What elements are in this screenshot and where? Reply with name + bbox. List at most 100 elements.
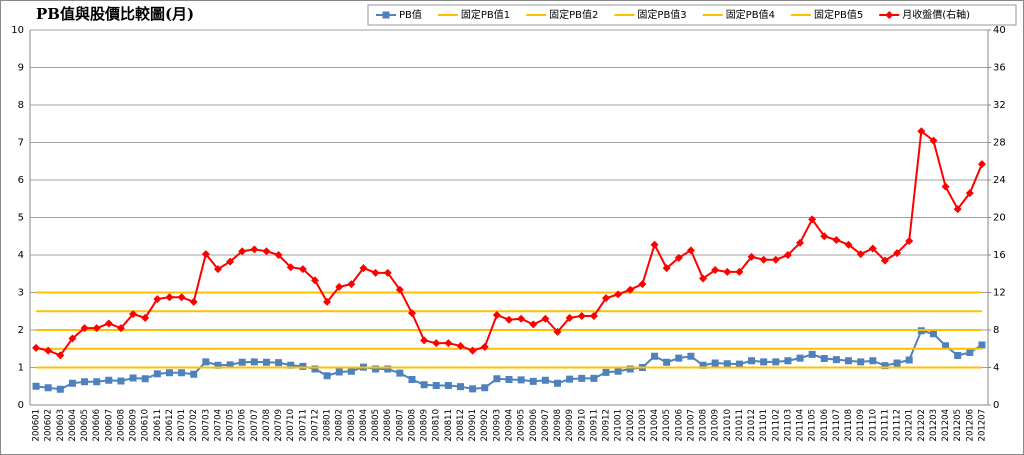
y2-tick-label: 28 bbox=[993, 138, 1006, 149]
marker bbox=[481, 384, 489, 392]
marker bbox=[92, 324, 101, 333]
marker bbox=[444, 339, 453, 348]
marker bbox=[395, 285, 404, 294]
marker bbox=[735, 360, 743, 368]
marker bbox=[614, 367, 622, 375]
marker bbox=[310, 276, 319, 285]
x-tick-label: 200604 bbox=[68, 409, 78, 441]
x-tick-label: 201004 bbox=[650, 409, 660, 441]
marker bbox=[189, 297, 198, 306]
marker bbox=[977, 160, 986, 169]
x-tick-label: 201008 bbox=[699, 409, 709, 441]
marker bbox=[56, 385, 64, 393]
x-tick-label: 200811 bbox=[444, 409, 454, 441]
marker bbox=[965, 189, 974, 198]
x-tick-label: 201203 bbox=[929, 409, 939, 441]
x-tick-label: 200808 bbox=[407, 409, 417, 441]
marker bbox=[626, 285, 635, 294]
marker bbox=[844, 240, 853, 249]
legend-box bbox=[367, 4, 1017, 26]
marker bbox=[808, 350, 816, 358]
marker bbox=[602, 294, 611, 303]
marker bbox=[492, 311, 501, 319]
x-tick-label: 201112 bbox=[893, 409, 903, 441]
marker bbox=[845, 357, 853, 365]
chart-title: PB值與股價比較圖(月) bbox=[36, 5, 194, 23]
marker bbox=[299, 362, 307, 370]
marker bbox=[323, 372, 331, 380]
marker bbox=[554, 379, 562, 387]
marker bbox=[456, 341, 465, 350]
marker bbox=[966, 349, 974, 356]
marker bbox=[771, 255, 780, 264]
x-tick-label: 200605 bbox=[80, 409, 90, 441]
x-tick-label: 201005 bbox=[662, 409, 672, 441]
marker bbox=[287, 361, 295, 369]
x-tick-label: 201009 bbox=[711, 409, 721, 441]
x-tick-label: 201202 bbox=[917, 409, 927, 441]
marker bbox=[104, 319, 113, 328]
x-tick-label: 201101 bbox=[759, 409, 769, 441]
marker bbox=[105, 376, 113, 384]
x-tick-label: 200708 bbox=[262, 409, 272, 441]
marker bbox=[917, 127, 926, 136]
legend-marker bbox=[885, 11, 894, 19]
marker bbox=[262, 358, 270, 366]
marker bbox=[553, 327, 562, 336]
y2-tick-label: 32 bbox=[993, 100, 1006, 111]
legend-label: 固定PB值1 bbox=[461, 8, 510, 21]
marker bbox=[165, 369, 173, 377]
marker bbox=[456, 383, 464, 391]
marker bbox=[68, 379, 76, 387]
x-tick-label: 200903 bbox=[492, 409, 502, 441]
marker bbox=[566, 375, 574, 383]
marker bbox=[954, 352, 962, 359]
x-tick-label: 200810 bbox=[432, 409, 442, 441]
x-tick-label: 200909 bbox=[565, 409, 575, 441]
x-tick-label: 200611 bbox=[153, 409, 163, 441]
legend-label: 固定PB值2 bbox=[549, 8, 598, 21]
marker bbox=[444, 382, 452, 389]
y2-tick-label: 36 bbox=[993, 63, 1006, 74]
x-tick-label: 201006 bbox=[674, 409, 684, 441]
x-tick-label: 200609 bbox=[129, 409, 139, 441]
marker bbox=[881, 362, 889, 370]
x-tick-label: 200802 bbox=[335, 409, 345, 441]
marker bbox=[820, 355, 828, 362]
x-tick-label: 201001 bbox=[614, 409, 624, 441]
marker bbox=[929, 330, 937, 338]
x-tick-label: 201108 bbox=[844, 409, 854, 441]
x-tick-label: 201207 bbox=[977, 409, 987, 441]
marker bbox=[663, 358, 671, 366]
marker bbox=[893, 249, 902, 258]
y2-tick-label: 4 bbox=[993, 363, 999, 374]
y2-tick-label: 0 bbox=[993, 400, 999, 411]
marker bbox=[323, 297, 332, 306]
marker bbox=[335, 282, 344, 291]
marker bbox=[407, 309, 416, 318]
x-tick-label: 200712 bbox=[310, 409, 320, 441]
marker bbox=[772, 358, 780, 366]
marker bbox=[250, 358, 258, 366]
y-tick-label: 10 bbox=[11, 25, 24, 36]
marker bbox=[723, 360, 731, 368]
marker bbox=[432, 339, 441, 348]
x-tick-label: 201109 bbox=[856, 409, 866, 441]
marker bbox=[32, 382, 40, 390]
x-tick-label: 200809 bbox=[420, 409, 430, 441]
x-tick-label: 200610 bbox=[141, 409, 151, 441]
x-tick-label: 201003 bbox=[638, 409, 648, 441]
x-tick-label: 200904 bbox=[505, 409, 515, 441]
marker bbox=[311, 365, 319, 373]
marker bbox=[190, 370, 198, 378]
legend-marker bbox=[382, 11, 390, 19]
marker bbox=[372, 365, 380, 373]
x-tick-label: 200704 bbox=[213, 409, 223, 441]
x-tick-label: 200608 bbox=[116, 409, 126, 441]
x-tick-label: 201206 bbox=[965, 409, 975, 441]
marker bbox=[784, 357, 792, 365]
marker bbox=[129, 374, 137, 382]
y-tick-label: 0 bbox=[18, 400, 24, 411]
marker bbox=[978, 341, 986, 349]
